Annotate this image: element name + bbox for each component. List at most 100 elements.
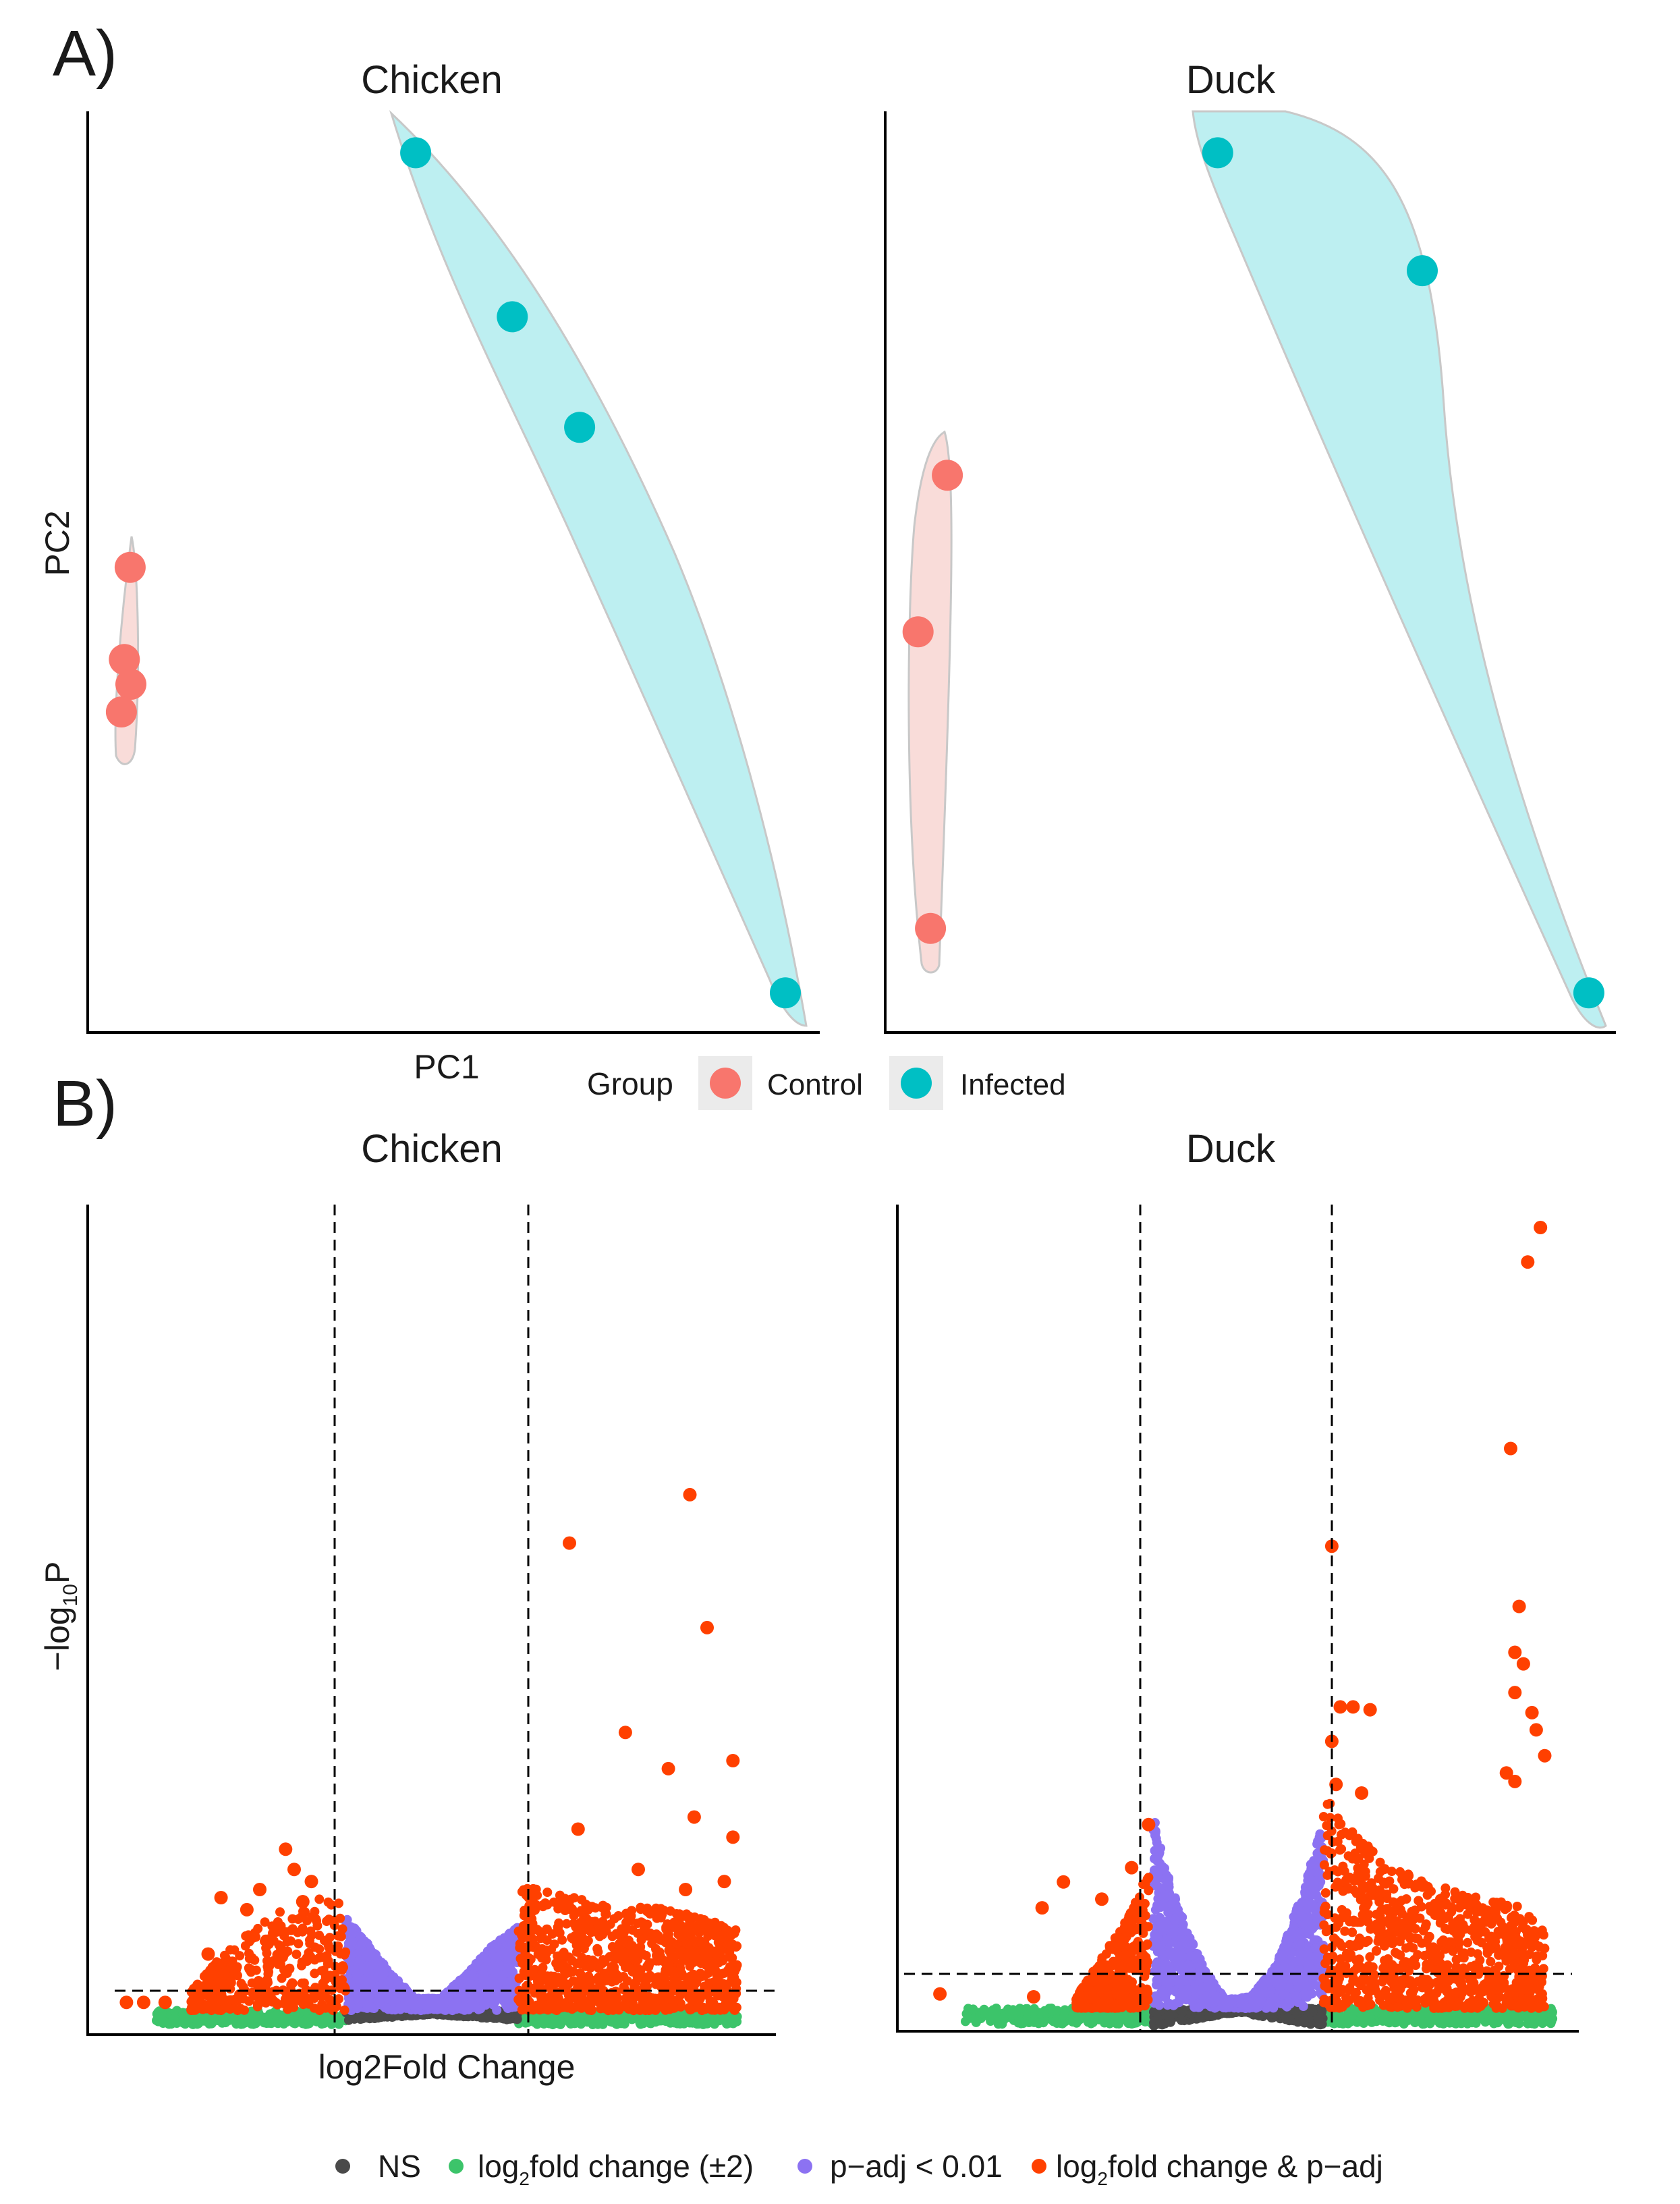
volcano-cloud-dot [503, 2004, 513, 2014]
volcano-cloud-dot [663, 2004, 673, 2014]
volcano-cloud-dot [264, 1939, 274, 1950]
volcano-cloud-dot [565, 1894, 576, 1904]
volcano-cloud-dot [486, 1993, 496, 2003]
volcano-cloud-dot [675, 1912, 685, 1923]
volcano-cloud-dot [725, 2000, 735, 2010]
volcano-cloud-dot [328, 2006, 338, 2016]
volcano-cloud-dot [395, 2002, 405, 2012]
volcano-cloud-dot [202, 2004, 212, 2014]
volcano-cloud-dot [555, 1958, 565, 1968]
volcano-cloud-dot [323, 2016, 333, 2026]
volcano-cloud-dot [614, 2005, 624, 2015]
volcano-cloud-dot [1125, 2012, 1136, 2022]
volcano-point [201, 1947, 215, 1961]
volcano-cloud-dot [493, 1953, 503, 1962]
volcano-cloud-dot [548, 2020, 558, 2030]
volcano-cloud-dot [235, 1951, 245, 1961]
volcano-cloud-dot [308, 2013, 318, 2023]
volcano-cloud-dot [192, 1980, 202, 1990]
volcano-cloud-dot [517, 2005, 527, 2015]
volcano-cloud-dot [630, 1955, 640, 1965]
volcano-cloud-dot [691, 2015, 701, 2025]
volcano-point [563, 1536, 576, 1550]
volcano-cloud-dot [532, 1925, 542, 1935]
volcano-cloud-dot [354, 1954, 364, 1964]
volcano-point [683, 1487, 697, 1502]
panel-label-b: B) [53, 1068, 117, 1140]
volcano-cloud-dot [310, 1968, 320, 1979]
volcano-cloud-dot [325, 1933, 335, 1943]
pca-point-control [902, 616, 934, 648]
volcano-cloud-dot [704, 2001, 715, 2011]
volcano-cloud-dot [247, 1953, 257, 1962]
pca-legend-dot-infected [901, 1068, 932, 1099]
volcano-cloud-dot [1510, 2012, 1520, 2022]
pca-point-infected [1407, 255, 1438, 287]
volcano-cloud-dot [669, 1954, 679, 1964]
volcano-cloud-dot [662, 1933, 672, 1943]
volcano-cloud-dot [639, 1981, 649, 1991]
volcano-cloud-dot [489, 1943, 499, 1953]
volcano-cloud-dot [584, 1901, 594, 1911]
pca-point-control [109, 644, 140, 676]
volcano-cloud-dot [731, 1988, 741, 1998]
volcano-cloud-dot [206, 2018, 217, 2029]
volcano-cloud-dot [542, 1924, 552, 1934]
volcano-cloud-dot [656, 1980, 666, 1990]
volcano-cloud-dot [1399, 2019, 1409, 2029]
volcano-cloud-dot [598, 1999, 609, 2009]
volcano-cloud-dot [357, 1992, 367, 2002]
pca-point-control [932, 460, 963, 491]
volcano-cloud-dot [157, 2008, 167, 2018]
volcano-point [287, 1863, 301, 1877]
volcano-cloud-dot [251, 1965, 261, 1975]
pca-point-control [114, 551, 146, 583]
volcano-cloud-dot [209, 1984, 219, 1994]
volcano-cloud-dot [362, 2002, 372, 2012]
volcano-cloud-dot [592, 1944, 603, 1954]
volcano-point [726, 1830, 740, 1844]
volcano-cloud-dot [639, 2016, 649, 2026]
volcano-cloud-dot [582, 1938, 592, 1948]
volcano-cloud-dot [444, 1991, 454, 2002]
pca-chicken-xlabel: PC1 [414, 1048, 479, 1086]
volcano-point [571, 1822, 585, 1836]
pca-point-infected [497, 301, 528, 333]
volcano-cloud-dot [302, 1916, 312, 1926]
volcano-cloud-dot [298, 2000, 308, 2010]
volcano-cloud-dot [297, 1957, 307, 1967]
volcano-cloud-dot [507, 1969, 517, 1979]
pca-point-infected [1202, 137, 1233, 169]
volcano-cloud-dot [341, 1947, 351, 1957]
volcano-point [214, 1891, 228, 1904]
volcano-cloud-dot [1005, 2007, 1015, 2017]
volcano-cloud-dot [653, 1972, 663, 1982]
volcano-cloud-dot [334, 2019, 344, 2029]
volcano-cloud-dot [347, 1929, 358, 1939]
volcano-cloud-dot [725, 1939, 735, 1950]
pca-chicken-infected-hull [389, 110, 808, 1027]
volcano-cloud-dot [279, 1965, 289, 1975]
volcano-duck: Duck [896, 1127, 1579, 2033]
volcano-cloud-dot [645, 1971, 655, 1981]
volcano-cloud-dot [634, 1971, 644, 1981]
volcano-cloud-dot [314, 1894, 325, 1904]
volcano-cloud-dot [451, 1990, 461, 2000]
volcano-cloud-dot [627, 1925, 638, 1935]
volcano-duck-title: Duck [1186, 1127, 1276, 1171]
volcano-point [661, 1761, 675, 1775]
volcano-cloud-dot [376, 1980, 386, 1990]
volcano-cloud-dot [598, 1900, 608, 1910]
pca-legend: Group Control Infected [587, 1056, 1066, 1110]
volcano-cloud-dot [557, 2018, 567, 2028]
volcano-chicken-title: Chicken [361, 1127, 503, 1171]
volcano-cloud-dot [569, 2002, 579, 2012]
pca-duck-points [902, 137, 1604, 1009]
pca-chicken-ylabel: PC2 [38, 510, 76, 576]
volcano-cloud-dot [252, 2002, 262, 2012]
volcano-cloud-dot [588, 1958, 598, 1968]
volcano-cloud-dot [568, 1966, 578, 1977]
volcano-cloud-dot [1048, 2006, 1058, 2016]
volcano-cloud-dot [565, 2014, 576, 2024]
volcano-cloud-dot [1503, 2019, 1513, 2029]
